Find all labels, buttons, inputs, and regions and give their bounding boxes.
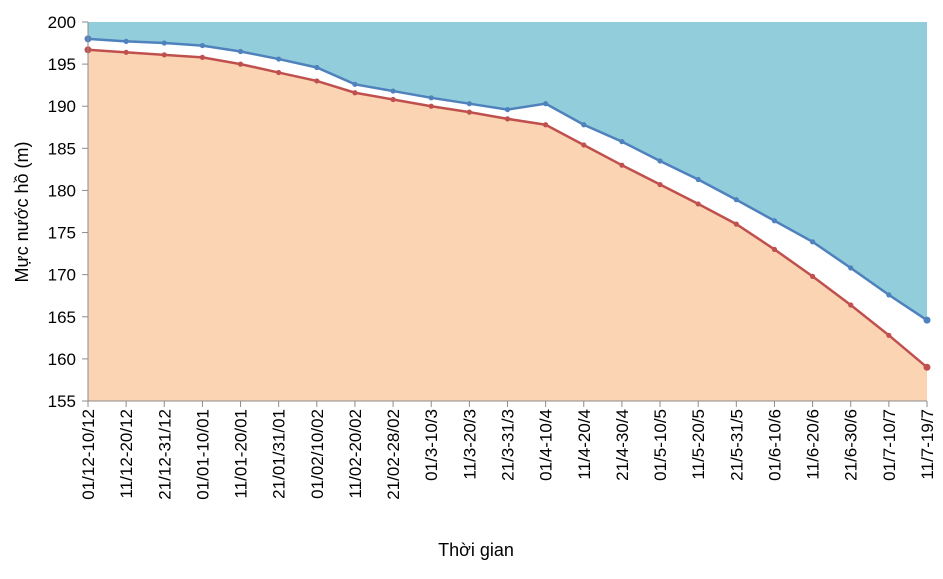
series-1-point bbox=[428, 95, 434, 101]
x-tick-label: 21/01/31/01 bbox=[270, 409, 289, 499]
y-tick-label: 185 bbox=[48, 139, 76, 158]
series-1-point bbox=[390, 88, 396, 94]
x-tick-label: 11/01-20/01 bbox=[232, 409, 251, 498]
x-tick-label: 11/7-19/7 bbox=[918, 409, 937, 480]
series-1-point bbox=[771, 218, 778, 224]
series-1-point bbox=[161, 40, 167, 46]
y-tick-labels: 155 160 165 170 175 180 185 190 195 200 bbox=[48, 13, 76, 411]
x-tick-label: 21/4-30/4 bbox=[613, 409, 632, 481]
x-tick-label: 01/12-10/12 bbox=[79, 409, 98, 500]
y-tick-label: 160 bbox=[48, 350, 76, 369]
x-tick-label: 01/02/10/02 bbox=[308, 409, 327, 499]
series-1-point bbox=[466, 101, 472, 107]
x-tick-label: 01/7-10/7 bbox=[880, 409, 899, 481]
x-tick-label: 21/12-31/12 bbox=[155, 409, 174, 500]
series-1-point bbox=[886, 292, 892, 298]
series-1-point bbox=[581, 122, 587, 128]
series-2-point bbox=[161, 52, 167, 58]
x-tick-label: 01/6-10/6 bbox=[765, 409, 784, 481]
series-layer bbox=[84, 35, 931, 401]
x-tick-label: 11/5-20/5 bbox=[689, 409, 708, 480]
series-2-point bbox=[466, 109, 472, 115]
series-2-point bbox=[504, 116, 511, 122]
x-tick-label: 21/5-31/5 bbox=[727, 409, 746, 481]
x-tick-label: 21/02-28/02 bbox=[384, 409, 403, 500]
y-tick-label: 190 bbox=[48, 97, 76, 116]
x-tick-label: 11/02-20/02 bbox=[346, 409, 365, 498]
series-2-point bbox=[390, 96, 396, 103]
series-2-point bbox=[923, 363, 931, 371]
plot-area bbox=[88, 22, 927, 321]
series-2-point bbox=[237, 61, 244, 67]
y-axis-title: Mực nước hồ (m) bbox=[12, 142, 32, 283]
series-2-point bbox=[771, 246, 778, 252]
series-2-point bbox=[428, 103, 434, 109]
y-tick-label: 200 bbox=[48, 13, 76, 32]
x-tick-label: 11/4-20/4 bbox=[575, 409, 594, 480]
x-tick-label: 01/4-10/4 bbox=[537, 409, 556, 481]
series-2-point bbox=[886, 332, 892, 338]
series-2-point bbox=[619, 162, 625, 168]
series-1-point bbox=[657, 158, 663, 164]
x-tick-label: 21/6-30/6 bbox=[842, 409, 861, 481]
axes bbox=[82, 21, 928, 407]
x-tick-labels: 01/12-10/12 11/12-20/12 21/12-31/12 01/01-1… bbox=[79, 409, 937, 500]
series-1-point bbox=[352, 81, 358, 87]
y-tick-label: 165 bbox=[48, 308, 76, 327]
series-1-point bbox=[504, 106, 511, 113]
series-2-point bbox=[809, 273, 816, 279]
series-1-point bbox=[809, 239, 816, 245]
x-tick-label: 01/3-10/3 bbox=[422, 409, 441, 481]
series-1-point bbox=[237, 48, 244, 55]
series-2-point bbox=[352, 90, 358, 96]
series-1-point bbox=[848, 265, 854, 271]
y-tick-label: 180 bbox=[48, 181, 76, 200]
x-tick-label: 11/12-20/12 bbox=[117, 409, 136, 498]
series-2-point bbox=[695, 201, 701, 207]
x-axis-title: Thời gian bbox=[438, 540, 514, 560]
lower-area-fill bbox=[88, 49, 927, 401]
series-2-point bbox=[543, 122, 549, 128]
x-tick-label: 21/3-31/3 bbox=[499, 409, 518, 481]
x-tick-label: 01/01-10/01 bbox=[193, 409, 212, 500]
series-2-point bbox=[123, 49, 129, 55]
series-1-point bbox=[733, 197, 739, 203]
series-1-point bbox=[314, 64, 320, 71]
series-1-point bbox=[199, 42, 206, 49]
y-tick-label: 195 bbox=[48, 55, 76, 74]
y-tick-label: 155 bbox=[48, 392, 76, 411]
series-2-point bbox=[314, 78, 320, 84]
series-1-point bbox=[123, 38, 129, 44]
series-1-point bbox=[276, 56, 282, 62]
upper-area-fill bbox=[88, 22, 927, 321]
series-2-point bbox=[199, 54, 206, 60]
series-1-point bbox=[619, 138, 625, 145]
x-tick-label: 01/5-10/5 bbox=[651, 409, 670, 481]
y-tick-label: 175 bbox=[48, 224, 76, 243]
x-tick-label: 11/6-20/6 bbox=[804, 409, 823, 480]
series-1-point bbox=[543, 101, 549, 107]
series-1-point bbox=[923, 316, 931, 324]
series-2-point bbox=[581, 142, 587, 148]
series-2-point bbox=[848, 302, 854, 308]
x-tick-label: 11/3-20/3 bbox=[460, 409, 479, 480]
series-1-point bbox=[695, 176, 701, 183]
series-2-point bbox=[733, 221, 739, 227]
series-2-point bbox=[657, 181, 663, 188]
series-2-point bbox=[276, 69, 282, 76]
y-tick-label: 170 bbox=[48, 266, 76, 285]
